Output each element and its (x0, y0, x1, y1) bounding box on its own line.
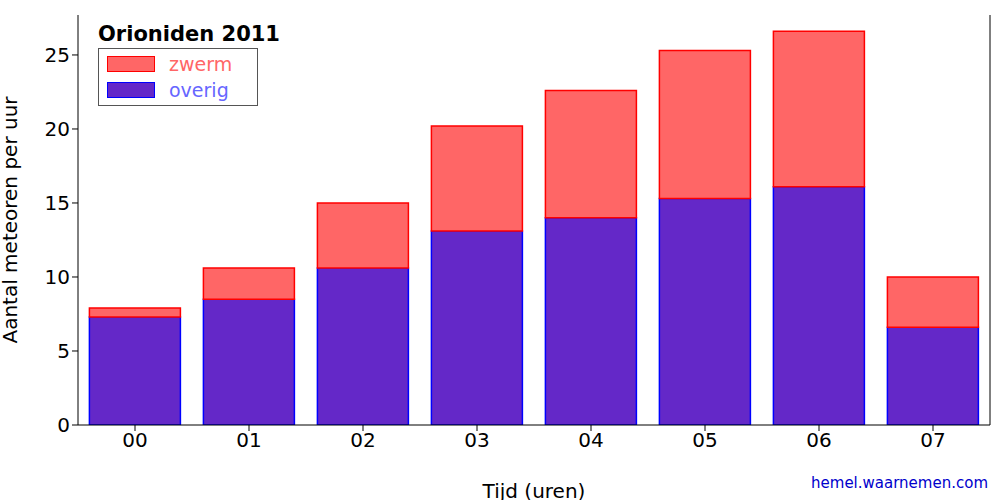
svg-text:00: 00 (122, 428, 147, 452)
svg-text:25: 25 (45, 43, 70, 67)
svg-text:0: 0 (57, 413, 70, 437)
html-text:Orioniden 2011: Orioniden 2011 (98, 22, 280, 46)
svg-text:10: 10 (45, 265, 70, 289)
html-text:zwerm: zwerm (169, 53, 233, 75)
svg-text:05: 05 (692, 428, 717, 452)
svg-text:04: 04 (578, 428, 603, 452)
svg-text:20: 20 (45, 117, 70, 141)
html-text:overig: overig (169, 79, 229, 101)
html-text:hemel.waarnemen.com: hemel.waarnemen.com (811, 474, 988, 492)
svg-text:Tijd (uren): Tijd (uren) (482, 479, 586, 500)
svg-text:Aantal meteoren per uur: Aantal meteoren per uur (8, 96, 22, 344)
svg-text:5: 5 (57, 339, 70, 363)
svg-text:03: 03 (464, 428, 489, 452)
svg-text:02: 02 (350, 428, 375, 452)
svg-text:01: 01 (236, 428, 261, 452)
svg-text:06: 06 (806, 428, 831, 452)
svg-text:07: 07 (920, 428, 945, 452)
svg-text:15: 15 (45, 191, 70, 215)
